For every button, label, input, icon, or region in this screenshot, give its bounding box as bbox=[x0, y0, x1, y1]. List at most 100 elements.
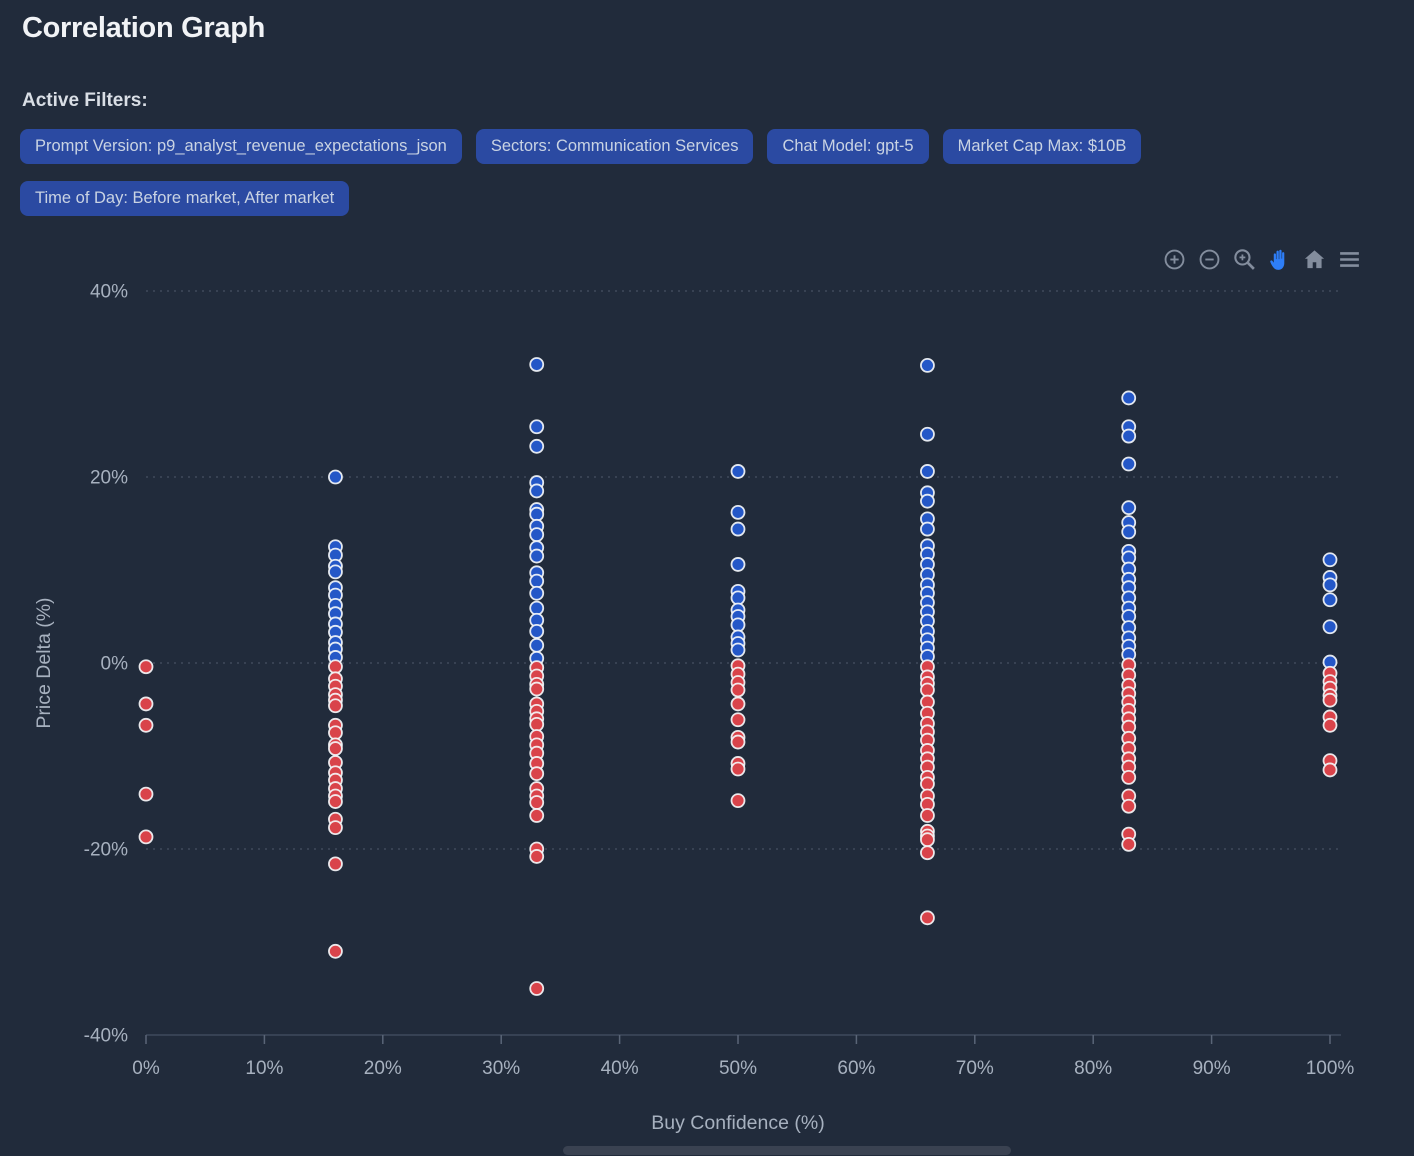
data-point-blue[interactable] bbox=[1322, 577, 1338, 593]
data-point-blue[interactable] bbox=[529, 506, 545, 522]
data-point-blue[interactable] bbox=[529, 623, 545, 639]
data-point-red[interactable] bbox=[1121, 836, 1137, 852]
x-tick-label: 20% bbox=[364, 1058, 402, 1079]
data-point-red[interactable] bbox=[138, 696, 154, 712]
chart-toolbar bbox=[1162, 247, 1362, 272]
data-point-blue[interactable] bbox=[1322, 552, 1338, 568]
data-point-blue[interactable] bbox=[529, 419, 545, 435]
data-point-blue[interactable] bbox=[730, 464, 746, 479]
data-point-blue[interactable] bbox=[920, 521, 935, 537]
data-point-red[interactable] bbox=[328, 820, 343, 836]
data-point-red[interactable] bbox=[529, 849, 545, 864]
data-point-red[interactable] bbox=[138, 717, 154, 733]
active-filters-label: Active Filters: bbox=[22, 90, 148, 111]
data-point-blue[interactable] bbox=[1121, 524, 1137, 540]
filter-chip-prompt-version[interactable]: Prompt Version: p9_analyst_revenue_expec… bbox=[20, 129, 462, 164]
data-point-blue[interactable] bbox=[730, 521, 746, 537]
data-point-blue[interactable] bbox=[920, 357, 935, 373]
x-tick-label: 30% bbox=[482, 1058, 520, 1079]
data-point-red[interactable] bbox=[920, 682, 935, 698]
home-reset-icon[interactable] bbox=[1302, 247, 1327, 272]
filter-chip-market-cap-max[interactable]: Market Cap Max: $10B bbox=[942, 129, 1142, 164]
data-point-red[interactable] bbox=[1121, 769, 1137, 785]
data-point-blue[interactable] bbox=[529, 548, 545, 564]
menu-icon[interactable] bbox=[1337, 247, 1362, 272]
data-point-blue[interactable] bbox=[730, 617, 746, 633]
y-tick-label: -20% bbox=[84, 840, 128, 861]
data-point-red[interactable] bbox=[138, 786, 154, 802]
x-tick-label: 80% bbox=[1074, 1058, 1112, 1079]
data-point-red[interactable] bbox=[730, 696, 746, 712]
data-point-blue[interactable] bbox=[529, 585, 545, 601]
data-point-red[interactable] bbox=[730, 682, 746, 698]
data-point-red[interactable] bbox=[920, 776, 935, 792]
data-point-red[interactable] bbox=[138, 829, 154, 845]
zoom-out-icon[interactable] bbox=[1197, 247, 1222, 272]
page-title: Correlation Graph bbox=[22, 12, 266, 44]
data-point-red[interactable] bbox=[920, 910, 935, 926]
data-point-red[interactable] bbox=[1322, 717, 1338, 733]
x-tick-label: 50% bbox=[719, 1058, 757, 1079]
data-point-red[interactable] bbox=[1322, 762, 1338, 778]
data-point-red[interactable] bbox=[1121, 798, 1137, 814]
filter-chip-sectors[interactable]: Sectors: Communication Services bbox=[475, 129, 754, 164]
data-point-red[interactable] bbox=[529, 808, 545, 823]
data-point-red[interactable] bbox=[328, 943, 343, 959]
data-point-red[interactable] bbox=[920, 808, 935, 823]
data-point-red[interactable] bbox=[920, 845, 935, 861]
data-point-red[interactable] bbox=[529, 795, 545, 810]
data-point-red[interactable] bbox=[730, 734, 746, 750]
x-tick-label: 10% bbox=[245, 1058, 283, 1079]
box-zoom-icon[interactable] bbox=[1232, 247, 1257, 272]
filter-chip-time-of-day[interactable]: Time of Day: Before market, After market bbox=[20, 181, 350, 216]
data-point-red[interactable] bbox=[1322, 692, 1338, 708]
zoom-in-icon[interactable] bbox=[1162, 247, 1187, 272]
data-point-red[interactable] bbox=[328, 856, 343, 872]
data-point-red[interactable] bbox=[529, 981, 545, 996]
data-point-blue[interactable] bbox=[529, 438, 545, 454]
x-axis-title: Buy Confidence (%) bbox=[651, 1112, 824, 1134]
data-point-blue[interactable] bbox=[730, 590, 746, 606]
data-point-blue[interactable] bbox=[920, 493, 935, 509]
filter-chip-chat-model[interactable]: Chat Model: gpt-5 bbox=[767, 129, 929, 164]
data-point-blue[interactable] bbox=[328, 469, 343, 485]
data-point-blue[interactable] bbox=[529, 600, 545, 616]
horizontal-scrollbar[interactable] bbox=[563, 1146, 1011, 1155]
data-point-blue[interactable] bbox=[1121, 390, 1137, 406]
data-point-red[interactable] bbox=[730, 761, 746, 777]
data-point-blue[interactable] bbox=[529, 573, 545, 589]
data-point-blue[interactable] bbox=[529, 527, 545, 543]
data-point-red[interactable] bbox=[138, 659, 154, 675]
data-point-red[interactable] bbox=[328, 725, 343, 741]
data-point-blue[interactable] bbox=[529, 357, 545, 372]
data-point-blue[interactable] bbox=[1322, 619, 1338, 635]
data-point-red[interactable] bbox=[328, 698, 343, 714]
data-point-blue[interactable] bbox=[529, 637, 545, 653]
data-point-red[interactable] bbox=[328, 794, 343, 809]
pan-hand-icon[interactable] bbox=[1267, 247, 1292, 272]
data-point-blue[interactable] bbox=[1322, 592, 1338, 608]
data-point-blue[interactable] bbox=[1121, 428, 1137, 444]
data-point-red[interactable] bbox=[328, 659, 343, 675]
data-point-blue[interactable] bbox=[1121, 456, 1137, 472]
data-point-red[interactable] bbox=[529, 716, 545, 732]
data-point-red[interactable] bbox=[529, 766, 545, 782]
y-axis-title: Price Delta (%) bbox=[33, 597, 55, 728]
data-point-red[interactable] bbox=[730, 793, 746, 809]
data-point-red[interactable] bbox=[730, 712, 746, 728]
data-point-blue[interactable] bbox=[730, 504, 746, 520]
data-point-blue[interactable] bbox=[920, 464, 935, 479]
data-point-red[interactable] bbox=[529, 681, 545, 697]
data-point-blue[interactable] bbox=[920, 426, 935, 442]
x-tick-label: 60% bbox=[837, 1058, 875, 1079]
data-point-blue[interactable] bbox=[328, 564, 343, 580]
data-point-blue[interactable] bbox=[529, 483, 545, 499]
data-point-blue[interactable] bbox=[730, 642, 746, 658]
data-point-red[interactable] bbox=[328, 741, 343, 756]
x-tick-label: 90% bbox=[1193, 1058, 1231, 1079]
x-tick-label: 0% bbox=[132, 1058, 160, 1079]
data-point-blue[interactable] bbox=[1121, 500, 1137, 516]
data-point-red[interactable] bbox=[920, 832, 935, 848]
data-point-blue[interactable] bbox=[730, 557, 746, 572]
